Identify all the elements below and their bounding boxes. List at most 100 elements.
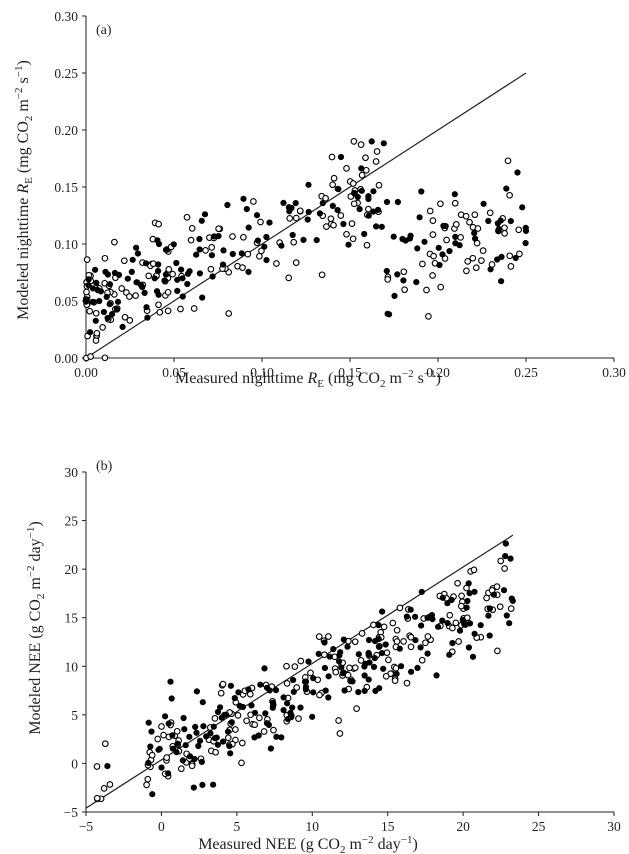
panel-b-open-point [357,657,365,664]
panel-b-open-point [219,680,227,688]
panel-a-filled-point [345,241,352,248]
panel-a-filled-point [254,237,261,244]
panel-b-open-point [452,619,460,627]
panel-a-filled-point [89,298,97,306]
panel-b-open-point [483,594,490,602]
panel-b-filled-point [365,636,373,644]
panel-a-filled-point [400,277,407,284]
panel-a-open-point [443,236,450,244]
panel-a-filled-point [209,273,216,280]
panel-b-filled-point [224,728,232,735]
panel-a-filled-point [351,190,358,197]
panel-a-filled-point [394,271,401,278]
panel-a-y-tick-label: 0.00 [54,351,78,366]
panel-a-open-point [516,250,523,258]
panel-a-open-point [208,244,216,251]
panel-a-axes: 0.00 0.05 0.10 0.15 0.20 0.25 0.30 0.00 0.05 0.10… [54,9,626,380]
panel-b-filled-point [217,704,224,711]
panel-b-filled-point [393,670,400,677]
panel-a-open-point [343,230,350,238]
panel-b-filled-point [207,730,214,737]
panel-b-open-point [316,691,323,699]
panel-a-open-point [452,221,460,228]
panel-b-x-tick-label: −5 [79,819,94,834]
panel-a-filled-point [108,311,116,318]
panel-b-filled-point [227,750,234,757]
panel-a-filled-point [199,294,206,301]
panel-b-open-point [283,662,290,670]
panel-a-x-tick-label: 0.00 [74,365,98,380]
panel-b-open-point [177,765,185,773]
panel-b-filled-point [210,723,217,730]
panel-a-open-point [187,236,195,244]
panel-a-filled-point [224,201,231,209]
panel-b-filled-point [322,687,329,694]
panel-b-open-point [392,664,400,672]
panel-b-open-point [307,669,314,677]
panel-a-y-tick-label: 0.05 [54,294,78,309]
panel-a-filled-point [452,240,459,247]
panel-b-filled-point [321,664,329,672]
panel-a-open-point [419,260,426,268]
panel-b-filled-point [180,714,187,722]
panel-a-x-tick-label: 0.25 [514,365,538,380]
panel-b-y-tick-label: 20 [65,562,79,577]
panel-b-filled-point [255,732,262,739]
panel-a-filled-point [498,278,505,285]
panel-a-filled-point [184,280,191,288]
panel-b-filled-point [503,612,510,619]
panel-b-open-point [351,664,359,672]
panel-a-filled-point [452,233,459,240]
panel-a-filled-point [495,225,503,233]
panel-b-y-tick-label: 30 [65,465,79,480]
panel-a-open-point [296,207,304,215]
panel-b-open-point [188,762,196,770]
panel-a-filled-point [93,279,100,287]
panel-b-open-point [106,781,114,788]
panel-a-filled-point [179,293,186,300]
panel-b-filled-point [199,781,206,789]
panel-b-filled-point [340,669,347,676]
panel-a-filled-point [334,207,341,214]
panel-a-label: (a) [96,23,112,38]
panel-a-filled-point [374,206,382,213]
panel-a-filled-point [286,208,293,215]
panel-b-filled-point [310,675,317,682]
panel-a-filled-point [383,267,390,275]
panel-a-filled-point [196,235,203,243]
panel-b-filled-point [361,672,368,679]
panel-a-open-point [451,199,459,207]
panel-a-open-point [99,324,106,331]
panel-a-filled-point [201,211,209,218]
panel-a-open-point [464,258,472,265]
panel-b-y-tick-label: 5 [71,708,78,723]
panel-b-filled-point [214,741,221,748]
panel-b-filled-point [210,781,217,788]
panel-a-filled-point [92,317,99,324]
panel-a-filled-point [361,230,368,238]
panel-b-filled-point [471,588,478,595]
panel-a-filled-point [100,308,107,316]
panel-b-open-point [407,633,415,641]
panel-b-open-point [100,785,108,792]
panel-b-open-point [251,721,259,729]
panel-a-open-point [132,292,139,299]
panel-a-filled-point [300,236,307,243]
panel-a-open-point [429,272,436,279]
panel-a-filled-point [238,250,245,257]
panel-b-filled-point [236,702,243,710]
panel-b-filled-point [187,753,194,760]
panel-a: (a) 0.00 0.05 0.10 0.15 0.20 0.25 0.30 0.00 0.05… [13,9,626,390]
panel-a-open-point [478,257,485,264]
panel-a-filled-point [316,210,324,217]
panel-b-filled-point [262,710,269,717]
panel-a-filled-point [451,191,458,198]
panel-b-open-point [353,705,360,712]
panel-a-filled-point [211,233,218,240]
panel-a-open-point [474,225,482,232]
panel-a-points [82,138,530,362]
panel-a-open-point [118,285,126,292]
panel-a-open-point [401,286,408,294]
panel-a-filled-point [485,217,492,225]
panel-b-filled-point [398,663,405,670]
